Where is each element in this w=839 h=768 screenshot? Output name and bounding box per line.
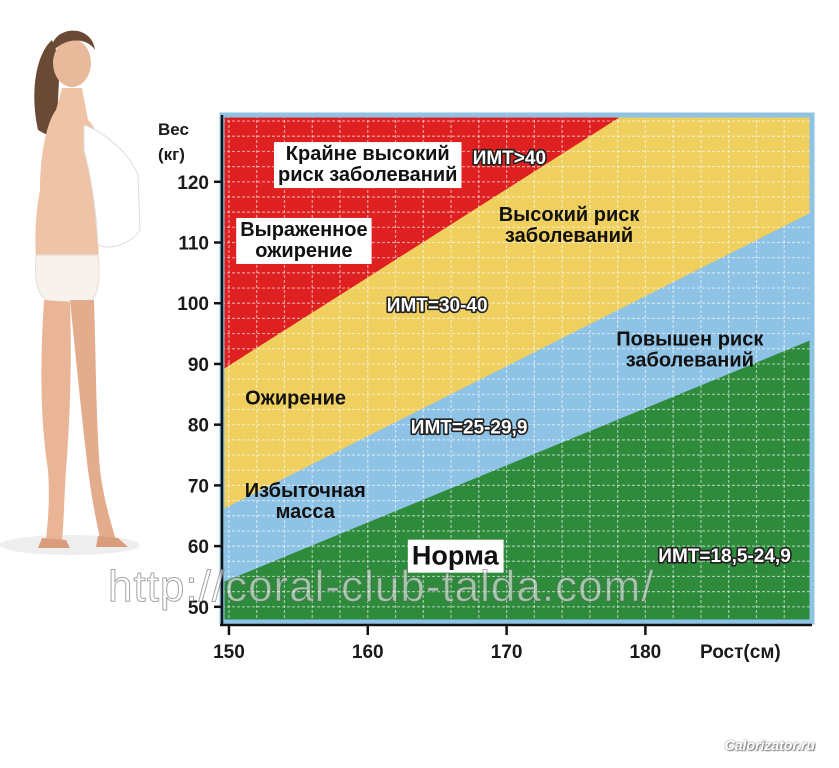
x-tick-label: 150 [213, 642, 245, 663]
zone-text-0-1: риск заболеваний [278, 164, 457, 186]
zone-text-9-0: Норма [412, 541, 500, 571]
zone-label: Ожирение [245, 387, 346, 409]
bmi-label: ИМТ=30-40 [385, 294, 489, 318]
bmi-text-1-0: ИМТ>40 [473, 148, 546, 169]
shorts [35, 254, 100, 303]
y-axis-title-line1: Вес [158, 120, 189, 139]
y-tick-label: 110 [178, 234, 209, 255]
zone-label: Норма [407, 539, 504, 573]
y-tick-label: 60 [188, 537, 209, 558]
zone-text-5-1: заболеваний [626, 349, 754, 371]
zone-0 [222, 339, 812, 622]
bmi-label: ИМТ=25-29,9 [409, 416, 529, 440]
zone-text-5-0: Повышен риск [616, 328, 764, 350]
label-box [236, 217, 372, 264]
y-axis-title-line2: (кг) [158, 145, 185, 164]
x-tick-label: 180 [630, 642, 662, 663]
y-tick-label: 100 [177, 294, 209, 315]
bmi-label: ИМТ>40 [471, 147, 548, 171]
grid-layer [222, 115, 813, 622]
bmi-label: ИМТ=18,5-24,9 [657, 544, 793, 568]
head [53, 39, 91, 87]
y-tick-label: 80 [188, 416, 209, 437]
woman-illustration [0, 30, 141, 555]
bmi-text-4-0: ИМТ=30-40 [387, 296, 488, 317]
hair-top [52, 30, 95, 52]
zone-text-3-0: Высокий риск [499, 204, 641, 226]
x-tick-label: 170 [491, 642, 523, 663]
bmi-text-10-0: ИМТ=18,5-24,9 [658, 546, 790, 567]
zone-text-3-1: заболеваний [505, 225, 633, 247]
x-axis-title: Рост(см) [700, 642, 781, 663]
foot-left [38, 538, 70, 548]
y-tick-label: 70 [188, 476, 209, 497]
zone-text-2-0: Выраженное [240, 219, 367, 241]
zone-text-8-0: Избыточная [245, 480, 366, 502]
y-tick-label: 50 [188, 598, 209, 619]
leg-right [70, 300, 116, 540]
zone-text-2-1: ожирение [255, 240, 352, 262]
credit-text: Calorizator.ru [724, 737, 815, 753]
watermark-text: http://coral-club-talda.com/ [107, 562, 655, 612]
label-box [407, 539, 504, 573]
leg-left [41, 300, 71, 542]
zone-text-0-0: Крайне высокий [286, 143, 450, 165]
foot-right [96, 536, 128, 547]
x-tick-label: 160 [352, 642, 384, 663]
zone-text-6-0: Ожирение [245, 387, 346, 409]
towel [83, 124, 141, 248]
bmi-text-7-0: ИМТ=25-29,9 [411, 418, 528, 439]
zone-text-8-1: масса [276, 501, 336, 523]
label-box [274, 142, 462, 189]
axes-layer: 50 60 70 80 90 100 110 120 150 160 170 180 Вес (кг) Ро… [158, 112, 815, 663]
y-tick-label: 120 [177, 173, 209, 194]
y-tick-label: 90 [188, 355, 209, 376]
